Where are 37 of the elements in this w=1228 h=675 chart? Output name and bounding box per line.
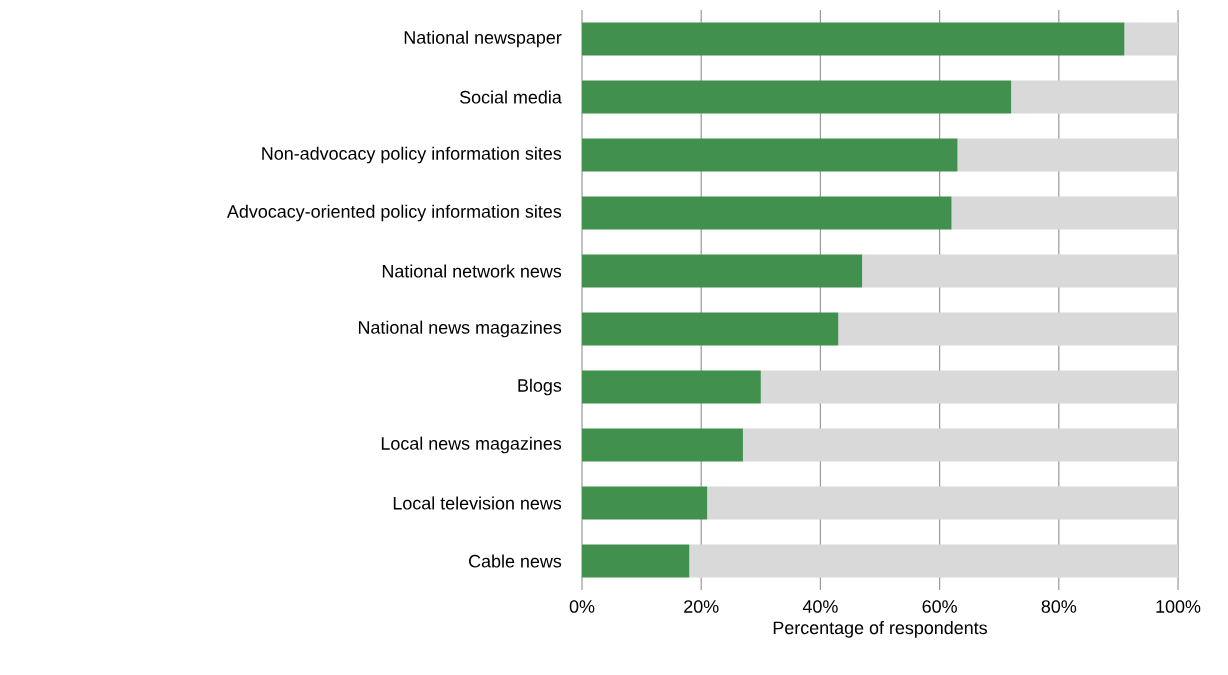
y-tick-label: Cable news (469, 554, 562, 568)
bar (1011, 80, 1179, 114)
bar (862, 254, 1179, 288)
y-tick-label: National news magazines (358, 320, 562, 338)
bar (760, 370, 1179, 404)
bar (689, 544, 1179, 578)
bar (582, 254, 863, 288)
bar (742, 428, 1179, 462)
x-tick-label: 80% (1041, 600, 1077, 613)
y-tick-label: National newspaper (404, 30, 562, 48)
x-tick-label: 100% (1156, 600, 1201, 613)
bar (582, 22, 1125, 56)
x-tick-label: 0% (569, 600, 595, 613)
bar (582, 196, 952, 230)
bar (582, 428, 743, 462)
bar (707, 486, 1179, 520)
x-tick-label: 40% (802, 600, 838, 613)
bar (838, 312, 1179, 346)
bar (1124, 22, 1179, 56)
y-tick-label: National network news (382, 264, 562, 278)
bar (582, 138, 958, 172)
x-axis-title: Percentage of respondents (773, 621, 987, 638)
y-tick-label: Advocacy-oriented policy information sites (226, 204, 562, 222)
bar (951, 196, 1179, 230)
bar (582, 544, 690, 578)
bar (957, 138, 1179, 172)
y-tick-label: Local television news (393, 496, 562, 510)
x-tick-label: 20% (684, 600, 719, 613)
bar (582, 486, 708, 520)
y-tick-label: Social media (459, 90, 562, 104)
bar (582, 312, 839, 346)
y-tick-label: Blogs (518, 378, 562, 396)
y-tick-label: Local news magazines (381, 436, 562, 454)
bar (582, 370, 761, 404)
y-tick-label: Non-advocacy policy information sites (262, 146, 562, 164)
bar (582, 80, 1012, 114)
x-tick-label: 60% (922, 600, 957, 613)
